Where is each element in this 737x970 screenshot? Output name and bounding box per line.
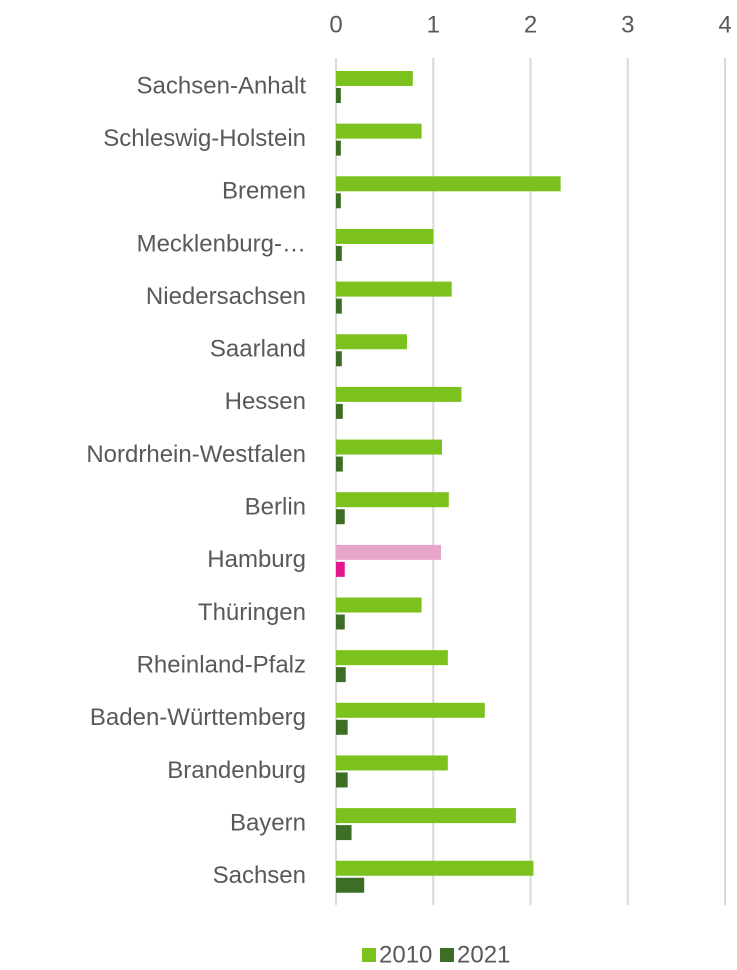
bar <box>336 298 342 314</box>
bar <box>336 614 345 630</box>
bar <box>336 492 449 508</box>
y-tick-label: Bremen <box>222 178 306 205</box>
bar <box>336 71 413 86</box>
bar <box>336 193 341 209</box>
bar <box>336 509 345 525</box>
bar <box>336 808 516 824</box>
y-tick-label: Berlin <box>245 494 306 521</box>
y-tick-label: Sachsen-Anhalt <box>137 72 307 99</box>
bar <box>336 123 422 139</box>
y-tick-label: Brandenburg <box>167 757 306 784</box>
bar <box>336 650 448 666</box>
bar <box>336 140 341 156</box>
bar <box>336 702 485 718</box>
bar <box>336 281 452 297</box>
y-tick-label: Mecklenburg-… <box>137 230 306 257</box>
y-tick-label: Niedersachsen <box>146 283 306 310</box>
bar <box>336 403 343 419</box>
bar <box>336 88 341 103</box>
x-tick-label: 1 <box>427 11 440 38</box>
bar <box>336 860 534 876</box>
y-tick-label: Nordrhein-Westfalen <box>86 441 306 468</box>
bar <box>336 456 343 472</box>
y-tick-label: Hessen <box>225 388 306 415</box>
x-tick-label: 3 <box>621 11 634 38</box>
bar <box>336 877 365 893</box>
bar <box>336 334 407 350</box>
x-tick-label: 4 <box>718 11 731 38</box>
bar <box>336 825 352 841</box>
bar <box>336 176 561 192</box>
bar <box>336 228 434 244</box>
y-tick-label: Bayern <box>230 809 306 836</box>
x-tick-label: 0 <box>329 11 342 38</box>
bar <box>336 719 348 735</box>
y-tick-label: Hamburg <box>207 546 306 573</box>
bar <box>336 544 442 560</box>
y-tick-label: Saarland <box>210 336 306 363</box>
y-tick-label: Baden-Württemberg <box>90 704 306 731</box>
legend-label: 2010 <box>379 941 432 968</box>
bar <box>336 597 422 613</box>
y-tick-label: Thüringen <box>198 599 306 626</box>
y-tick-label: Sachsen <box>213 862 306 889</box>
bar <box>336 245 342 261</box>
bar <box>336 772 348 788</box>
legend-swatch <box>440 948 454 962</box>
y-tick-label: Rheinland-Pfalz <box>137 651 306 678</box>
bar <box>336 439 443 455</box>
x-tick-label: 2 <box>524 11 537 38</box>
legend-swatch <box>362 948 376 962</box>
bar <box>336 667 346 683</box>
bar <box>336 386 462 402</box>
bar <box>336 561 345 577</box>
bar <box>336 351 342 367</box>
bar <box>336 755 448 771</box>
legend-label: 2021 <box>457 941 510 968</box>
y-tick-label: Schleswig-Holstein <box>103 125 306 152</box>
